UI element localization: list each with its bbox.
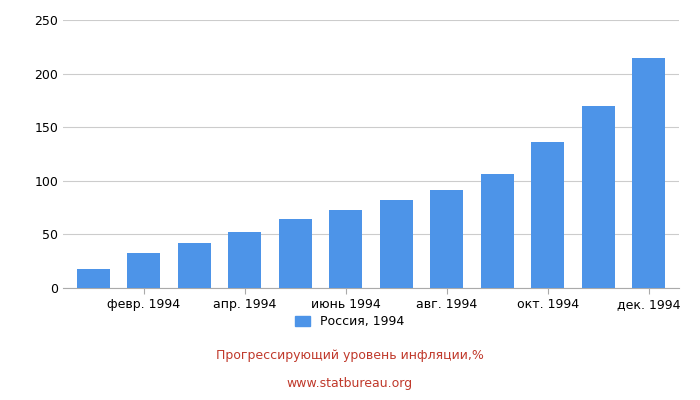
Bar xyxy=(127,253,160,288)
Bar xyxy=(582,106,615,288)
Bar xyxy=(481,174,514,288)
Bar xyxy=(329,210,362,288)
Bar xyxy=(531,142,564,288)
Bar xyxy=(380,200,413,288)
Bar xyxy=(430,190,463,288)
Bar xyxy=(178,243,211,288)
Bar xyxy=(632,58,665,288)
Bar xyxy=(77,269,110,288)
Legend: Россия, 1994: Россия, 1994 xyxy=(290,310,410,333)
Bar xyxy=(228,232,261,288)
Text: www.statbureau.org: www.statbureau.org xyxy=(287,378,413,390)
Bar xyxy=(279,219,312,288)
Text: Прогрессирующий уровень инфляции,%: Прогрессирующий уровень инфляции,% xyxy=(216,350,484,362)
